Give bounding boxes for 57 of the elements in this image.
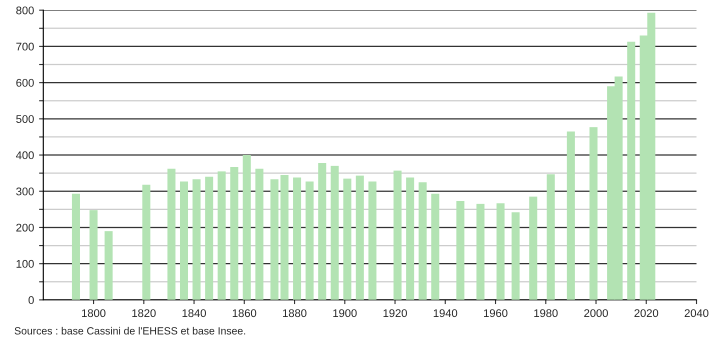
bar [406, 177, 414, 300]
bar [270, 179, 278, 300]
bar [589, 127, 598, 300]
x-tick-label: 1860 [232, 309, 256, 318]
bar [318, 163, 326, 300]
x-tick-label: 1980 [534, 309, 558, 318]
y-tick-label: 700 [16, 42, 34, 51]
x-tick-label: 1960 [484, 309, 508, 318]
x-tick-label: 2020 [634, 309, 658, 318]
y-tick-label: 600 [16, 78, 34, 87]
y-tick-label: 300 [16, 188, 34, 196]
bar [205, 176, 214, 300]
bar [566, 132, 575, 300]
y-tick-label: 0 [28, 296, 34, 304]
y-tick-label: 800 [16, 6, 34, 14]
bar [242, 155, 251, 300]
x-tick-label: 1880 [283, 309, 306, 318]
x-tick-label: 1840 [182, 309, 206, 318]
bar [180, 181, 188, 300]
bar [418, 182, 427, 300]
bar [356, 176, 364, 300]
bar [529, 196, 538, 300]
x-tick-label: 1940 [434, 309, 458, 318]
bar [394, 170, 402, 300]
bar [218, 171, 226, 300]
bar [627, 42, 636, 300]
bar [476, 204, 484, 300]
source-note: Sources : base Cassini de l'EHESS et base Insee. [14, 326, 246, 335]
bar [293, 177, 302, 300]
bar [72, 194, 80, 300]
bar [230, 166, 238, 300]
y-tick-label: 500 [16, 115, 34, 123]
x-tick-label: 1820 [132, 309, 156, 318]
bar [456, 201, 464, 300]
bar [167, 168, 176, 300]
bar [368, 181, 376, 300]
y-tick-label: 100 [16, 260, 34, 268]
x-tick-label: 2000 [584, 309, 608, 318]
x-tick-label: 2040 [684, 309, 708, 318]
x-tick-label: 1920 [384, 309, 407, 318]
bar [343, 178, 352, 300]
bar [280, 174, 289, 300]
bar [496, 203, 505, 300]
bar [192, 179, 201, 300]
bar [104, 231, 113, 300]
bar [512, 212, 520, 300]
bar [142, 184, 150, 300]
bar [306, 181, 314, 300]
y-tick-label: 400 [16, 151, 34, 160]
y-tick-label: 200 [16, 224, 34, 232]
bar [546, 174, 555, 300]
x-tick-label: 1900 [333, 309, 357, 318]
bar [431, 194, 440, 300]
bar [255, 168, 264, 300]
x-tick-label: 1800 [82, 309, 106, 318]
bar [90, 210, 98, 300]
bar [330, 166, 339, 300]
